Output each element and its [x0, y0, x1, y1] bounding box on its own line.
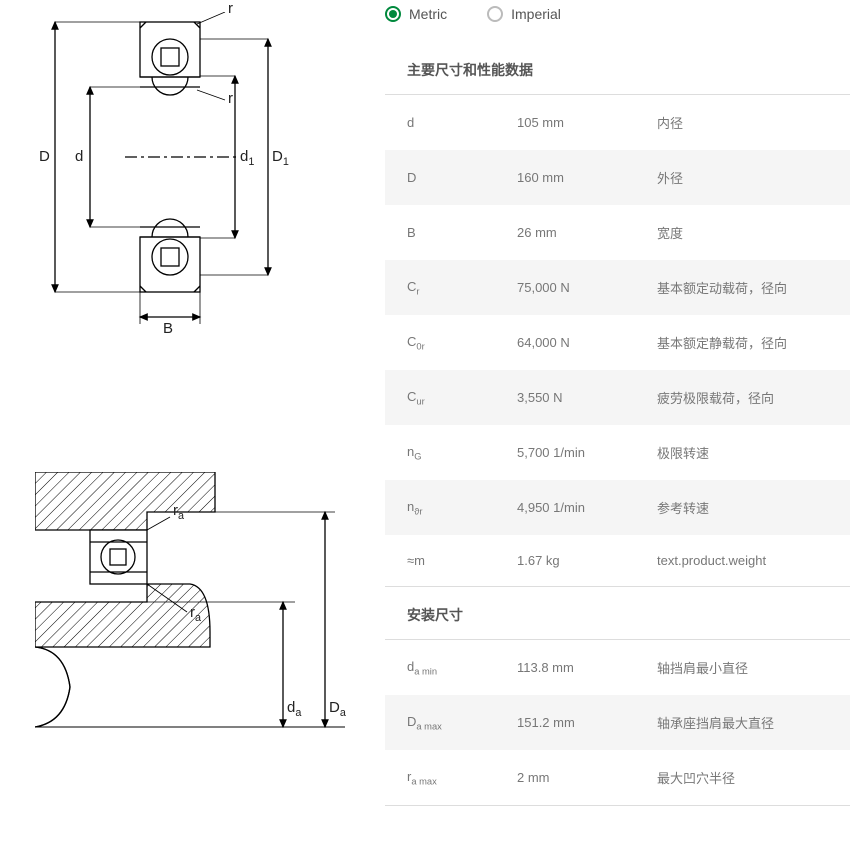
value-cell: 105 mm: [495, 95, 635, 151]
bearing-mounting-diagram: ra ra da Da: [35, 472, 365, 772]
label-D1: D1: [272, 148, 289, 168]
symbol-cell: d: [385, 95, 495, 151]
symbol-cell: ra max: [385, 750, 495, 806]
value-cell: 5,700 1/min: [495, 425, 635, 480]
description-cell: text.product.weight: [635, 535, 850, 587]
symbol-cell: D: [385, 150, 495, 205]
label-ra-bot: ra: [190, 604, 201, 624]
value-cell: 64,000 N: [495, 315, 635, 370]
table-row: ra max2 mm最大凹穴半径: [385, 750, 850, 806]
value-cell: 2 mm: [495, 750, 635, 806]
symbol-cell: Cur: [385, 370, 495, 425]
main-dimensions-table: d105 mm内径D160 mm外径B26 mm宽度Cr75,000 N基本额定…: [385, 94, 850, 587]
unit-toggle: Metric Imperial: [385, 0, 850, 42]
description-cell: 最大凹穴半径: [635, 750, 850, 806]
data-column: Metric Imperial 主要尺寸和性能数据 d105 mm内径D160 …: [385, 0, 850, 850]
symbol-cell: C0r: [385, 315, 495, 370]
value-cell: 3,550 N: [495, 370, 635, 425]
description-cell: 极限转速: [635, 425, 850, 480]
imperial-radio[interactable]: Imperial: [487, 6, 561, 22]
table-row: Cur3,550 N疲劳极限载荷，径向: [385, 370, 850, 425]
radio-unchecked-icon: [487, 6, 503, 22]
imperial-label: Imperial: [511, 6, 561, 22]
description-cell: 内径: [635, 95, 850, 151]
table-row: ≈m1.67 kgtext.product.weight: [385, 535, 850, 587]
bearing-cross-section-diagram: D d d1 D1 r r B: [35, 12, 365, 342]
section-title-install: 安装尺寸: [385, 587, 850, 639]
table-row: Cr75,000 N基本额定动载荷，径向: [385, 260, 850, 315]
value-cell: 26 mm: [495, 205, 635, 260]
symbol-cell: nϑr: [385, 480, 495, 535]
symbol-cell: Da max: [385, 695, 495, 750]
value-cell: 113.8 mm: [495, 640, 635, 696]
description-cell: 轴挡肩最小直径: [635, 640, 850, 696]
install-dimensions-table: da min113.8 mm轴挡肩最小直径Da max151.2 mm轴承座挡肩…: [385, 639, 850, 806]
description-cell: 宽度: [635, 205, 850, 260]
description-cell: 参考转速: [635, 480, 850, 535]
description-cell: 轴承座挡肩最大直径: [635, 695, 850, 750]
table-row: Da max151.2 mm轴承座挡肩最大直径: [385, 695, 850, 750]
symbol-cell: Cr: [385, 260, 495, 315]
description-cell: 疲劳极限载荷，径向: [635, 370, 850, 425]
description-cell: 基本额定静载荷，径向: [635, 315, 850, 370]
value-cell: 75,000 N: [495, 260, 635, 315]
label-D: D: [39, 148, 50, 165]
diagram-column: D d d1 D1 r r B: [0, 0, 385, 850]
label-B: B: [163, 320, 173, 337]
symbol-cell: da min: [385, 640, 495, 696]
label-d: d: [75, 148, 83, 165]
label-da: da: [287, 699, 301, 719]
table-row: C0r64,000 N基本额定静载荷，径向: [385, 315, 850, 370]
table-row: nG5,700 1/min极限转速: [385, 425, 850, 480]
description-cell: 基本额定动载荷，径向: [635, 260, 850, 315]
value-cell: 4,950 1/min: [495, 480, 635, 535]
section-title-main: 主要尺寸和性能数据: [385, 42, 850, 94]
value-cell: 1.67 kg: [495, 535, 635, 587]
label-r-bot: r: [228, 90, 233, 107]
table-row: B26 mm宽度: [385, 205, 850, 260]
symbol-cell: B: [385, 205, 495, 260]
symbol-cell: ≈m: [385, 535, 495, 587]
label-d1: d1: [240, 148, 254, 168]
table-row: nϑr4,950 1/min参考转速: [385, 480, 850, 535]
symbol-cell: nG: [385, 425, 495, 480]
value-cell: 160 mm: [495, 150, 635, 205]
metric-radio[interactable]: Metric: [385, 6, 447, 22]
value-cell: 151.2 mm: [495, 695, 635, 750]
description-cell: 外径: [635, 150, 850, 205]
label-ra-top: ra: [173, 502, 184, 522]
label-r-top: r: [228, 0, 233, 17]
table-row: da min113.8 mm轴挡肩最小直径: [385, 640, 850, 696]
table-row: d105 mm内径: [385, 95, 850, 151]
label-Da: Da: [329, 699, 346, 719]
metric-label: Metric: [409, 6, 447, 22]
table-row: D160 mm外径: [385, 150, 850, 205]
radio-checked-icon: [385, 6, 401, 22]
